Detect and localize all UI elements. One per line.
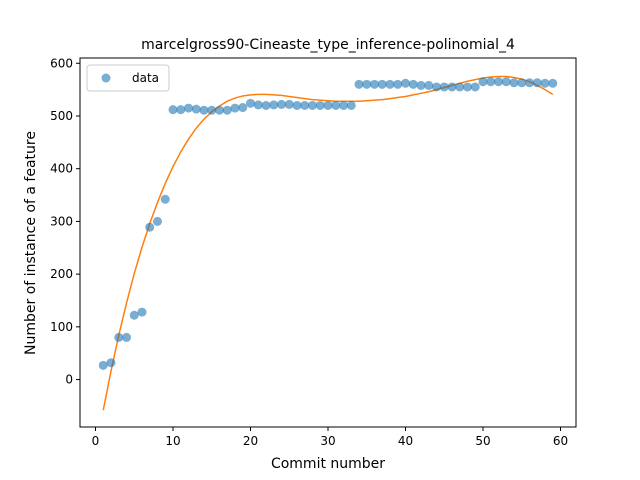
data-point xyxy=(153,216,162,226)
y-tick-label: 400 xyxy=(50,162,73,176)
y-axis-label: Number of instance of a feature xyxy=(23,131,39,355)
data-point xyxy=(269,100,279,110)
data-point xyxy=(540,78,550,88)
data-point xyxy=(323,100,333,110)
data-point xyxy=(184,103,193,113)
data-point xyxy=(308,100,317,110)
legend-marker-data xyxy=(101,73,111,83)
y-tick-label: 500 xyxy=(50,109,73,123)
x-axis-label: Commit number xyxy=(271,456,385,472)
data-point xyxy=(494,77,503,87)
data-point xyxy=(277,99,286,109)
data-point xyxy=(145,222,155,232)
y-tick-label: 0 xyxy=(65,373,73,387)
data-point xyxy=(377,79,387,89)
data-point xyxy=(230,103,240,113)
x-axis-ticks: 0 10 20 30 40 50 60 xyxy=(92,427,568,448)
data-point xyxy=(393,79,403,89)
y-tick-label: 300 xyxy=(50,214,73,228)
data-point xyxy=(300,100,310,110)
data-point xyxy=(339,100,348,110)
data-point xyxy=(354,79,364,89)
data-point xyxy=(416,80,426,90)
x-tick-label: 20 xyxy=(243,434,258,448)
data-point xyxy=(106,358,116,368)
data-point xyxy=(447,82,457,92)
y-axis-ticks: 0 100 200 300 400 500 600 xyxy=(50,56,80,387)
data-point xyxy=(478,77,488,87)
x-tick-label: 0 xyxy=(92,434,100,448)
data-point xyxy=(331,100,341,110)
data-point xyxy=(292,100,302,110)
y-tick-label: 200 xyxy=(50,267,73,281)
data-point xyxy=(137,307,147,317)
data-point xyxy=(253,100,263,110)
data-point xyxy=(470,82,480,92)
y-tick-label: 100 xyxy=(50,320,73,334)
data-points-layer xyxy=(98,77,558,370)
data-point xyxy=(215,105,224,115)
x-tick-label: 40 xyxy=(398,434,413,448)
fit-curve-line xyxy=(102,75,554,411)
data-point xyxy=(401,78,410,88)
data-point xyxy=(199,105,209,115)
data-point xyxy=(129,310,139,320)
data-point xyxy=(176,105,186,115)
data-point xyxy=(439,82,449,92)
data-point xyxy=(168,105,178,115)
data-point xyxy=(455,82,465,92)
data-point xyxy=(424,80,434,90)
x-tick-label: 30 xyxy=(320,434,335,448)
data-point xyxy=(486,77,496,87)
data-point xyxy=(261,100,271,110)
data-point xyxy=(463,82,472,92)
data-point xyxy=(432,82,441,92)
data-point xyxy=(98,360,108,370)
legend-label-data: data xyxy=(132,71,159,85)
fit-curve-layer xyxy=(102,75,554,411)
data-point xyxy=(408,79,418,89)
data-point xyxy=(385,79,395,89)
data-point xyxy=(222,105,232,115)
data-point xyxy=(532,78,542,88)
legend: data xyxy=(86,64,170,92)
data-point xyxy=(114,332,124,342)
data-point xyxy=(346,100,356,110)
data-point xyxy=(509,78,519,88)
legend-box xyxy=(86,64,170,92)
data-point xyxy=(246,98,255,108)
data-point xyxy=(238,103,248,113)
data-point xyxy=(548,78,558,88)
x-tick-label: 50 xyxy=(475,434,490,448)
data-point xyxy=(315,100,325,110)
data-point xyxy=(284,99,294,109)
data-point xyxy=(525,78,534,88)
x-tick-label: 60 xyxy=(553,434,568,448)
x-tick-label: 10 xyxy=(165,434,180,448)
data-point xyxy=(191,104,201,114)
data-point xyxy=(362,79,372,89)
data-point xyxy=(370,79,379,89)
data-point xyxy=(160,194,170,204)
data-point xyxy=(207,105,217,115)
y-tick-label: 600 xyxy=(50,56,73,70)
data-point xyxy=(122,332,131,342)
chart-title: marcelgross90-Cineaste_type_inference-po… xyxy=(141,37,515,53)
data-point xyxy=(517,78,527,88)
data-point xyxy=(501,77,511,87)
